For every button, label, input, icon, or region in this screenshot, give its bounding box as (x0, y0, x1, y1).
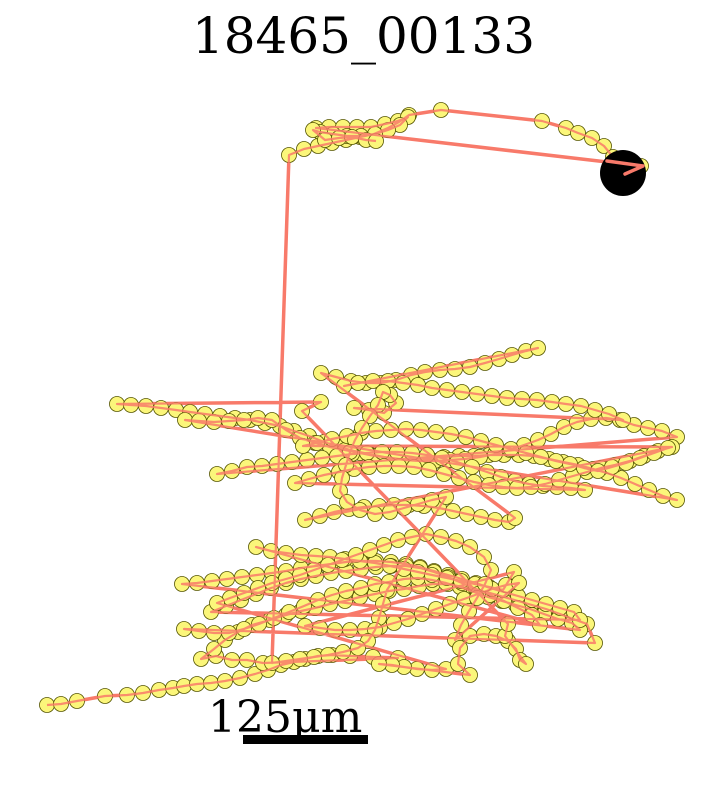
trajectory-line-overlay (46, 108, 679, 707)
end-point-marker (600, 150, 646, 196)
chart-title: 18465_00133 (191, 7, 536, 65)
trajectory-points (39, 102, 685, 713)
scale-bar (243, 735, 368, 744)
end-arrow (605, 159, 645, 176)
scale-bar-label: 125μm (208, 692, 363, 743)
